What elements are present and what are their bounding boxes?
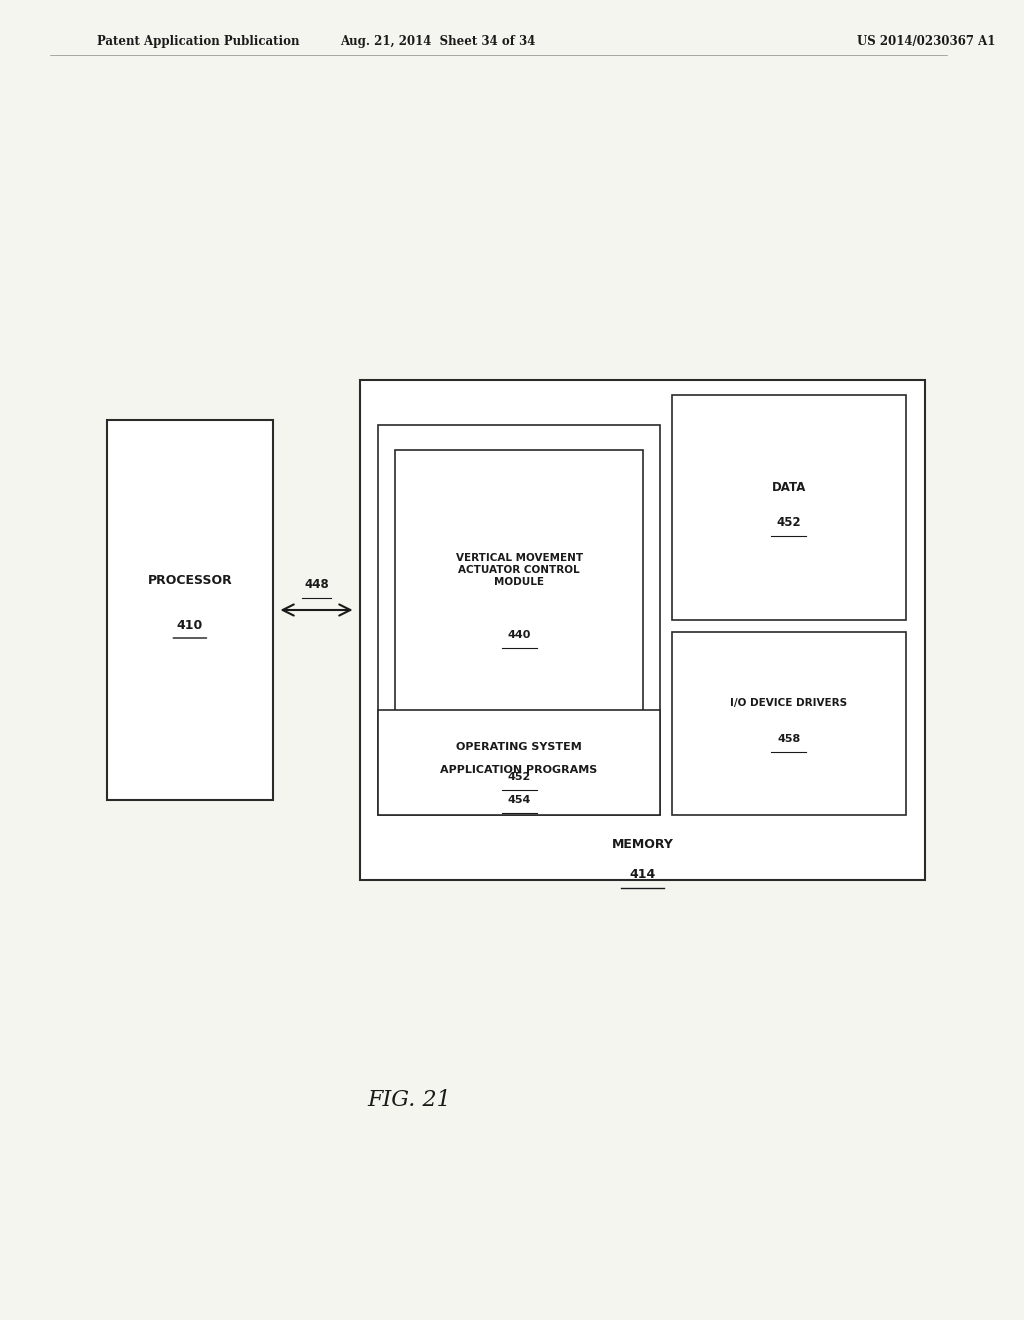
Text: 410: 410 — [177, 619, 203, 631]
Text: VERTICAL MOVEMENT
ACTUATOR CONTROL
MODULE: VERTICAL MOVEMENT ACTUATOR CONTROL MODUL… — [456, 553, 583, 586]
FancyBboxPatch shape — [378, 710, 660, 814]
Text: FIG. 21: FIG. 21 — [368, 1089, 451, 1111]
FancyBboxPatch shape — [395, 450, 643, 730]
Text: 448: 448 — [304, 578, 329, 591]
Text: Patent Application Publication: Patent Application Publication — [97, 36, 300, 48]
FancyBboxPatch shape — [108, 420, 272, 800]
FancyBboxPatch shape — [672, 395, 905, 620]
FancyBboxPatch shape — [378, 425, 660, 814]
Text: 452: 452 — [776, 516, 801, 529]
Text: PROCESSOR: PROCESSOR — [147, 573, 232, 586]
Text: APPLICATION PROGRAMS: APPLICATION PROGRAMS — [440, 766, 598, 775]
Text: US 2014/0230367 A1: US 2014/0230367 A1 — [857, 36, 995, 48]
FancyBboxPatch shape — [672, 632, 905, 814]
Text: 454: 454 — [507, 795, 530, 805]
Text: OPERATING SYSTEM: OPERATING SYSTEM — [456, 742, 582, 752]
Text: DATA: DATA — [772, 480, 806, 494]
Text: 414: 414 — [630, 869, 655, 882]
Text: 440: 440 — [507, 630, 530, 640]
Text: Aug. 21, 2014  Sheet 34 of 34: Aug. 21, 2014 Sheet 34 of 34 — [341, 36, 536, 48]
Text: 452: 452 — [508, 772, 530, 783]
Text: 458: 458 — [777, 734, 801, 743]
FancyBboxPatch shape — [360, 380, 925, 880]
Text: MEMORY: MEMORY — [611, 838, 674, 851]
Text: I/O DEVICE DRIVERS: I/O DEVICE DRIVERS — [730, 698, 848, 709]
